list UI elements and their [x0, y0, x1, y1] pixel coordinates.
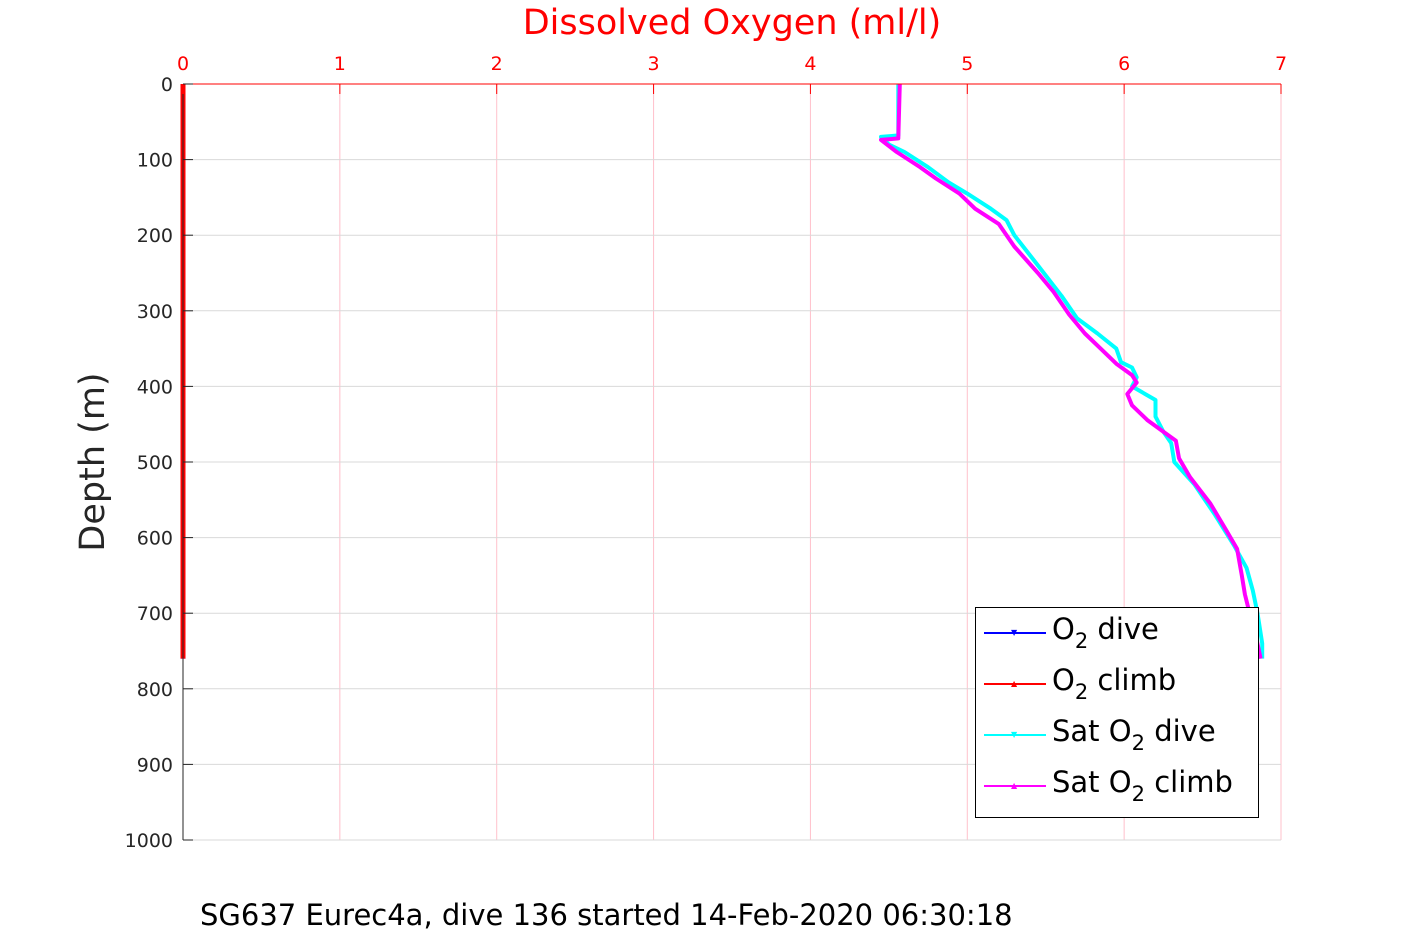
- legend-label-text: Sat O: [1052, 765, 1132, 799]
- legend-label-subscript: 2: [1074, 629, 1089, 653]
- x-tick-label: 6: [1118, 53, 1130, 75]
- x-tick-label: 3: [648, 53, 660, 75]
- legend-swatch: [984, 683, 1046, 685]
- y-tick-label: 700: [137, 603, 173, 625]
- legend-label-text: Sat O: [1052, 714, 1132, 748]
- legend: ▼ O2 dive ▲ O2 climb ▼ Sat O2 dive ▲ Sat O2 cli…: [975, 607, 1259, 818]
- y-tick-label: 500: [137, 452, 173, 474]
- legend-label: Sat O2 dive: [1052, 714, 1216, 754]
- legend-label-subscript: 2: [1131, 731, 1145, 755]
- legend-marker-icon: ▼: [1011, 628, 1018, 637]
- legend-label-text: O: [1052, 612, 1075, 646]
- legend-swatch: [984, 785, 1046, 787]
- y-tick-label: 200: [137, 225, 173, 247]
- y-tick-label: 0: [161, 74, 173, 96]
- legend-label: O2 climb: [1052, 663, 1177, 703]
- legend-label-text: climb: [1144, 765, 1233, 799]
- legend-marker-icon: ▲: [1011, 781, 1018, 790]
- y-tick-label: 600: [137, 528, 173, 550]
- legend-swatch: [984, 632, 1046, 634]
- legend-item: ▲ O2 climb: [976, 659, 1258, 709]
- legend-marker-icon: ▲: [1011, 679, 1018, 688]
- series-layer: [180, 83, 1265, 660]
- y-axis-label: Depth (m): [73, 372, 113, 551]
- legend-label-text: climb: [1088, 663, 1177, 697]
- y-tick-label: 800: [137, 679, 173, 701]
- legend-label-text: dive: [1088, 612, 1159, 646]
- chart-title: Dissolved Oxygen (ml/l): [523, 3, 942, 43]
- x-tick-label: 2: [491, 53, 503, 75]
- x-tick-label: 7: [1275, 53, 1287, 75]
- grid-lines: [182, 83, 1282, 841]
- legend-item: ▼ Sat O2 dive: [976, 710, 1258, 760]
- y-tick-label: 300: [137, 301, 173, 323]
- legend-label-text: dive: [1144, 714, 1216, 748]
- legend-marker-icon: ▼: [1011, 730, 1018, 739]
- legend-swatch: [984, 734, 1046, 736]
- x-tick-label: 5: [961, 53, 973, 75]
- axes: 0 1 2 3 4 5 6 7 0 100 200 300 400 500 600 700 800 900 1000: [125, 53, 1287, 852]
- y-tick-label: 1000: [125, 830, 173, 852]
- legend-item: ▼ O2 dive: [976, 608, 1258, 658]
- legend-label-subscript: 2: [1074, 680, 1089, 704]
- x-tick-label: 1: [334, 53, 346, 75]
- series-line-sat-o2-climb: [879, 83, 1263, 660]
- x-tick-label: 4: [804, 53, 816, 75]
- legend-item: ▲ Sat O2 climb: [976, 761, 1258, 811]
- legend-label-text: O: [1052, 663, 1075, 697]
- y-tick-label: 100: [137, 150, 173, 172]
- y-tick-label: 900: [137, 754, 173, 776]
- footer-caption: SG637 Eurec4a, dive 136 started 14-Feb-2…: [200, 898, 1013, 932]
- series-line-sat-o2-dive: [879, 84, 1265, 659]
- legend-label: Sat O2 climb: [1052, 765, 1233, 805]
- y-tick-label: 400: [137, 376, 173, 398]
- x-tick-label: 0: [177, 53, 189, 75]
- legend-label: O2 dive: [1052, 612, 1159, 652]
- legend-label-subscript: 2: [1131, 782, 1145, 806]
